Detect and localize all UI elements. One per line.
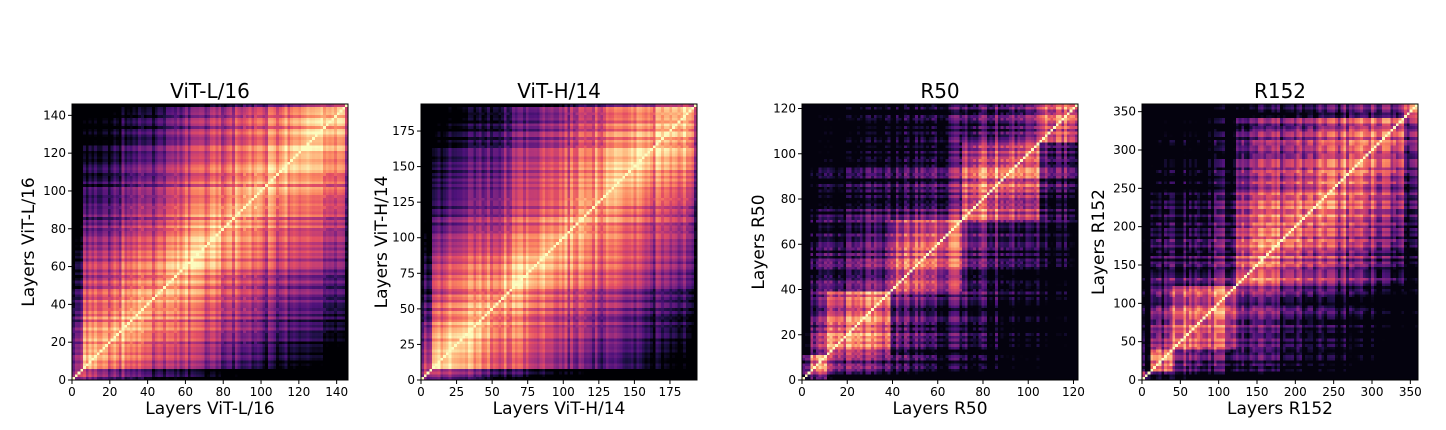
- y-tick-label: 60: [781, 237, 796, 251]
- heatmap-image: [72, 104, 348, 380]
- y-tick-label: 50: [1121, 335, 1136, 349]
- x-axis-label: Layers ViT-H/14: [493, 399, 626, 419]
- y-tick-label: 20: [781, 328, 796, 342]
- x-tick-label: 250: [1322, 385, 1345, 399]
- y-tick-label: 0: [58, 373, 66, 387]
- y-tick-label: 40: [51, 297, 66, 311]
- axes-frame: [420, 103, 698, 381]
- x-tick-label: 80: [975, 385, 990, 399]
- x-tick-label: 0: [1138, 385, 1146, 399]
- heatmap-panel-2: ViT-H/14 0 25 50 75 100 125 150 175 0 25 50 75 100 125…: [372, 79, 698, 419]
- x-tick-label: 0: [417, 385, 425, 399]
- y-tick-label: 100: [1113, 296, 1136, 310]
- chart-title: R50: [920, 79, 959, 103]
- heatmap-panel-4: R152 0 50 100 150 200 250 300 350 0 50 100 150 200 250…: [1089, 79, 1422, 419]
- heatmap-panel-3: R50 0 20 40 60 80 100 120 0 20 40 60 80 100 120 Layers …: [749, 79, 1085, 419]
- x-tick-label: 20: [102, 385, 117, 399]
- x-tick-label: 100: [1207, 385, 1230, 399]
- y-tick-label: 80: [51, 222, 66, 236]
- x-axis-label: Layers ViT-L/16: [145, 399, 274, 419]
- y-axis-label: Layers ViT-L/16: [19, 177, 39, 306]
- y-tick-label: 120: [773, 102, 796, 116]
- y-tick-label: 0: [1128, 373, 1136, 387]
- x-tick-label: 100: [1017, 385, 1040, 399]
- axes-frame: [1141, 103, 1419, 381]
- x-tick-label: 0: [68, 385, 76, 399]
- chart-title: R152: [1254, 79, 1306, 103]
- y-tick-label: 100: [392, 231, 415, 245]
- y-tick-label: 75: [400, 266, 415, 280]
- x-tick-label: 80: [216, 385, 231, 399]
- y-tick-label: 250: [1113, 181, 1136, 195]
- x-tick-label: 50: [484, 385, 499, 399]
- heatmap-image: [421, 104, 697, 380]
- y-axis-label: Layers R50: [749, 194, 769, 289]
- y-tick-label: 100: [43, 184, 66, 198]
- y-tick-label: 300: [1113, 143, 1136, 157]
- x-tick-label: 40: [140, 385, 155, 399]
- x-tick-label: 20: [840, 385, 855, 399]
- x-tick-label: 350: [1399, 385, 1422, 399]
- x-tick-label: 100: [552, 385, 575, 399]
- x-tick-label: 175: [659, 385, 682, 399]
- y-tick-label: 100: [773, 147, 796, 161]
- heatmap-image: [802, 104, 1078, 380]
- axes-frame: [71, 103, 349, 381]
- x-tick-label: 60: [930, 385, 945, 399]
- y-tick-label: 175: [392, 124, 415, 138]
- y-tick-label: 150: [392, 160, 415, 174]
- y-tick-label: 125: [392, 195, 415, 209]
- y-tick-label: 25: [400, 337, 415, 351]
- y-tick-label: 0: [407, 373, 415, 387]
- y-tick-label: 120: [43, 146, 66, 160]
- x-tick-label: 120: [1062, 385, 1085, 399]
- y-tick-label: 80: [781, 192, 796, 206]
- x-tick-label: 150: [623, 385, 646, 399]
- y-tick-label: 20: [51, 335, 66, 349]
- y-axis-label: Layers R152: [1089, 189, 1109, 295]
- axes-frame: [801, 103, 1079, 381]
- y-tick-label: 350: [1113, 105, 1136, 119]
- heatmap-image: [1142, 104, 1418, 380]
- x-tick-label: 120: [287, 385, 310, 399]
- x-tick-label: 0: [798, 385, 806, 399]
- x-tick-label: 150: [1246, 385, 1269, 399]
- y-tick-label: 150: [1113, 258, 1136, 272]
- y-tick-label: 60: [51, 260, 66, 274]
- x-tick-label: 140: [325, 385, 348, 399]
- x-tick-label: 40: [885, 385, 900, 399]
- heatmap-panel-1: ViT-L/16 0 20 40 60 80 100 120 140 0 20 40 60 80 100 12…: [19, 79, 349, 419]
- x-tick-label: 75: [520, 385, 535, 399]
- y-tick-label: 200: [1113, 220, 1136, 234]
- x-tick-label: 200: [1284, 385, 1307, 399]
- x-tick-label: 50: [1173, 385, 1188, 399]
- x-tick-label: 60: [178, 385, 193, 399]
- chart-title: ViT-L/16: [170, 79, 250, 103]
- y-tick-label: 40: [781, 283, 796, 297]
- y-tick-label: 140: [43, 108, 66, 122]
- y-tick-label: 50: [400, 302, 415, 316]
- y-axis-label: Layers ViT-H/14: [372, 176, 392, 309]
- y-tick-label: 0: [788, 373, 796, 387]
- x-tick-label: 125: [587, 385, 610, 399]
- chart-title: ViT-H/14: [517, 79, 601, 103]
- x-axis-label: Layers R152: [1227, 399, 1333, 419]
- x-tick-label: 300: [1361, 385, 1384, 399]
- x-tick-label: 25: [449, 385, 464, 399]
- x-tick-label: 100: [250, 385, 273, 399]
- x-axis-label: Layers R50: [892, 399, 987, 419]
